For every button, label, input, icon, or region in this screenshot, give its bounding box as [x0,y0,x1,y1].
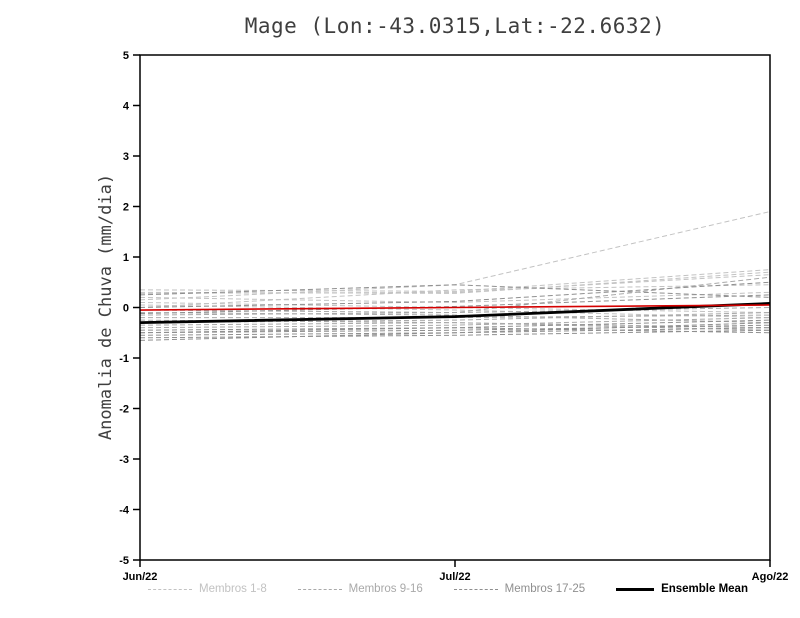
solid-line-swatch [616,587,655,591]
svg-text:-5: -5 [119,555,129,567]
svg-text:Jun/22: Jun/22 [123,571,158,583]
svg-text:Ago/22: Ago/22 [752,571,789,583]
svg-text:3: 3 [123,151,129,163]
legend-label: Membros 17-25 [504,583,586,595]
legend-item-membros-9-16: Membros 9-16 [297,583,423,595]
legend-item-membros-1-8: Membros 1-8 [148,583,267,595]
chart-title: Mage (Lon:-43.0315,Lat:-22.6632) [244,14,666,38]
dashed-line-swatch [453,588,498,590]
legend: Membros 1-8 Membros 9-16 Membros 17-25 E… [148,583,748,595]
legend-item-membros-17-25: Membros 17-25 [453,583,586,595]
svg-text:2: 2 [123,202,129,214]
svg-text:1: 1 [123,252,129,264]
svg-text:0: 0 [123,303,129,315]
legend-label: Ensemble Mean [661,583,748,595]
legend-label: Membros 9-16 [348,583,423,595]
svg-text:-1: -1 [119,353,129,365]
svg-text:-3: -3 [119,454,129,466]
svg-text:Jul/22: Jul/22 [439,571,470,583]
svg-text:-2: -2 [119,404,129,416]
dashed-line-swatch [297,588,342,590]
dashed-line-swatch [148,588,192,590]
legend-label: Membros 1-8 [199,583,267,595]
svg-text:4: 4 [123,101,130,113]
svg-text:-4: -4 [119,505,130,517]
legend-item-ensemble-mean: Ensemble Mean [616,583,748,595]
svg-text:5: 5 [123,50,129,62]
